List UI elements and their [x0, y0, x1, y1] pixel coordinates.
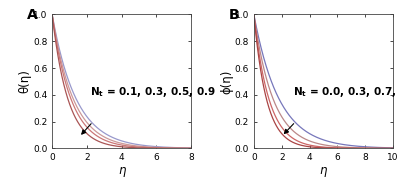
Text: $\mathbf{N_t}$ = 0.1, 0.3, 0.5, 0.9: $\mathbf{N_t}$ = 0.1, 0.3, 0.5, 0.9: [90, 85, 216, 99]
X-axis label: η: η: [118, 164, 126, 177]
Y-axis label: θ(η): θ(η): [18, 70, 32, 93]
Y-axis label: ϕ(η): ϕ(η): [220, 69, 233, 94]
X-axis label: η: η: [320, 164, 327, 177]
Text: A: A: [27, 8, 38, 22]
Text: $\mathbf{N_t}$ = 0.0, 0.3, 0.7, 1.0: $\mathbf{N_t}$ = 0.0, 0.3, 0.7, 1.0: [293, 85, 401, 99]
Text: B: B: [229, 8, 239, 22]
